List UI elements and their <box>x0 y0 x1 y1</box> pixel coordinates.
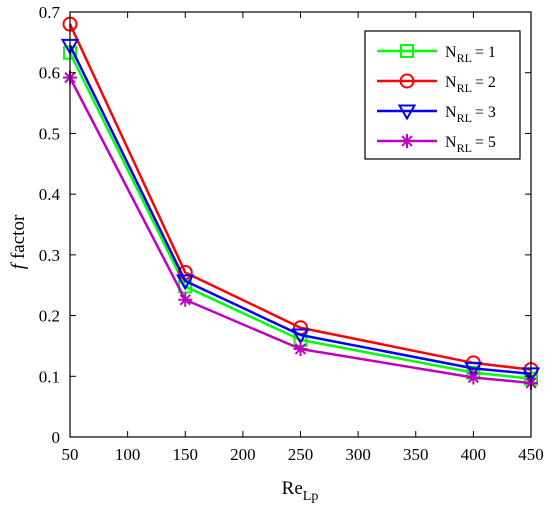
legend-item: NRL = 2 <box>377 73 496 95</box>
y-tick-label: 0.5 <box>39 124 60 143</box>
x-tick-label: 250 <box>288 445 314 464</box>
legend-label: NRL = 1 <box>445 44 496 65</box>
legend-label-main: N <box>445 74 457 91</box>
data-point-marker <box>176 274 195 291</box>
y-axis-label-rest: factor <box>8 214 29 259</box>
legend-label-rest: = 3 <box>475 104 496 121</box>
x-axis-label: ReLp <box>282 478 319 504</box>
y-tick-label: 0.2 <box>39 307 60 326</box>
x-tick-label: 400 <box>461 445 487 464</box>
legend-label: NRL = 5 <box>445 134 496 155</box>
data-point-marker <box>178 292 193 307</box>
legend-label-rest: = 5 <box>475 134 496 151</box>
legend-label-sub: RL <box>457 81 472 95</box>
y-tick-label: 0.4 <box>39 185 61 204</box>
legend-label-rest: = 1 <box>475 44 496 61</box>
x-axis-label-main: Re <box>282 478 303 499</box>
series-line-nrl-2 <box>68 23 532 371</box>
series-line-nrl-3 <box>68 44 532 376</box>
data-point-marker <box>466 370 481 385</box>
legend-label-sub: RL <box>457 51 472 65</box>
legend-marker <box>399 73 415 89</box>
y-tick-label: 0.7 <box>39 3 61 22</box>
legend-label: NRL = 3 <box>445 104 496 125</box>
x-tick-label: 50 <box>62 445 79 464</box>
data-point-marker <box>291 328 310 345</box>
y-tick-label: 0.6 <box>39 64 60 83</box>
y-tick-label: 0.3 <box>39 246 60 265</box>
x-tick-label: 450 <box>518 445 544 464</box>
y-tick-label: 0 <box>52 428 61 447</box>
x-tick-label: 300 <box>345 445 371 464</box>
legend-box <box>364 30 521 160</box>
legend-marker <box>397 104 417 121</box>
data-point-marker <box>464 361 483 378</box>
legend-item: NRL = 3 <box>377 104 496 125</box>
y-axis-label-italic: f <box>8 261 29 269</box>
x-tick-label: 200 <box>230 445 256 464</box>
legend-label-sub: RL <box>457 141 472 155</box>
legend-item: NRL = 5 <box>377 134 496 155</box>
x-axis-label-sub: Lp <box>303 489 319 504</box>
legend-marker <box>400 44 414 58</box>
legend-label: NRL = 2 <box>445 74 496 95</box>
legend-label-main: N <box>445 134 457 151</box>
legend-label-rest: = 2 <box>475 74 496 91</box>
data-point-marker <box>293 341 308 356</box>
legend-label-main: N <box>445 44 457 61</box>
x-tick-label: 100 <box>115 445 141 464</box>
legend-item: NRL = 1 <box>377 44 496 65</box>
x-tick-label: 350 <box>403 445 429 464</box>
legend-label-main: N <box>445 104 457 121</box>
y-tick-label: 0.1 <box>39 367 60 386</box>
x-tick-label: 150 <box>173 445 199 464</box>
y-axis-label: f factor <box>8 214 29 269</box>
legend-label-sub: RL <box>457 111 472 125</box>
series-line-nrl-1 <box>68 52 532 380</box>
legend-marker <box>400 134 414 148</box>
axes: 50 100 150 200 250 300 350 400 450 0 0.1 0.2 0.3 0.4 0… <box>39 3 544 464</box>
